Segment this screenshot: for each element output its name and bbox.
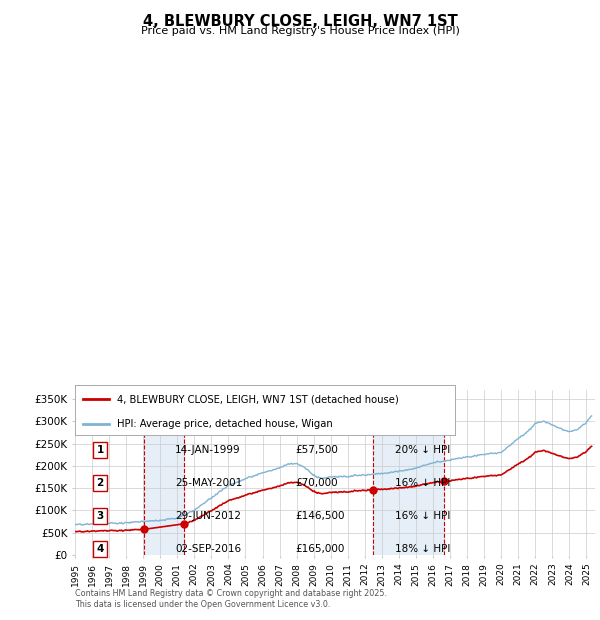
Text: 1: 1 (97, 445, 104, 455)
Text: 14-JAN-1999: 14-JAN-1999 (175, 445, 241, 455)
Text: Price paid vs. HM Land Registry's House Price Index (HPI): Price paid vs. HM Land Registry's House … (140, 26, 460, 36)
Text: £70,000: £70,000 (295, 478, 338, 488)
Text: £165,000: £165,000 (295, 544, 344, 554)
Text: 3: 3 (97, 511, 104, 521)
Text: HPI: Average price, detached house, Wigan: HPI: Average price, detached house, Wiga… (117, 419, 332, 429)
Text: 16% ↓ HPI: 16% ↓ HPI (395, 478, 451, 488)
Text: 4: 4 (441, 395, 448, 405)
Text: 16% ↓ HPI: 16% ↓ HPI (395, 511, 451, 521)
Text: 20% ↓ HPI: 20% ↓ HPI (395, 445, 450, 455)
Text: 02-SEP-2016: 02-SEP-2016 (175, 544, 241, 554)
Text: 4, BLEWBURY CLOSE, LEIGH, WN7 1ST (detached house): 4, BLEWBURY CLOSE, LEIGH, WN7 1ST (detac… (117, 394, 398, 404)
Text: 2: 2 (181, 395, 187, 405)
Bar (373, 390, 445, 555)
Text: £146,500: £146,500 (295, 511, 344, 521)
Text: 18% ↓ HPI: 18% ↓ HPI (395, 544, 451, 554)
Text: 1: 1 (140, 395, 147, 405)
Text: 25-MAY-2001: 25-MAY-2001 (175, 478, 242, 488)
Text: 2: 2 (97, 478, 104, 488)
Text: £57,500: £57,500 (295, 445, 338, 455)
Text: 3: 3 (370, 395, 377, 405)
Text: 29-JUN-2012: 29-JUN-2012 (175, 511, 241, 521)
Text: 4: 4 (97, 544, 104, 554)
Bar (144, 390, 184, 555)
Text: 4, BLEWBURY CLOSE, LEIGH, WN7 1ST: 4, BLEWBURY CLOSE, LEIGH, WN7 1ST (143, 14, 457, 29)
Text: Contains HM Land Registry data © Crown copyright and database right 2025.
This d: Contains HM Land Registry data © Crown c… (75, 590, 387, 609)
